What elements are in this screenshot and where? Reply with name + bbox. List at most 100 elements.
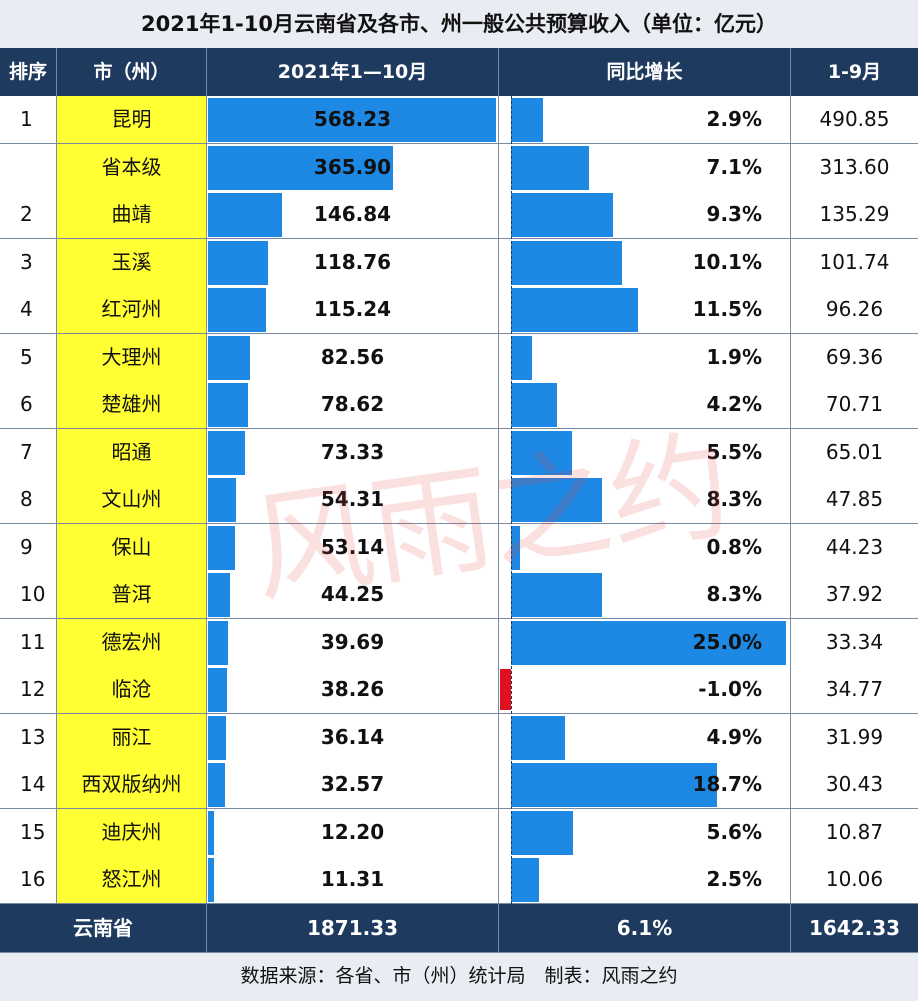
value-bar xyxy=(208,193,282,237)
city-cell: 曲靖 xyxy=(57,191,207,239)
yoy-label: 10.1% xyxy=(692,250,762,274)
yoy-bar xyxy=(511,146,589,190)
yoy-cell: -1.0% xyxy=(499,666,791,714)
yoy-cell: 5.6% xyxy=(499,809,791,857)
rank-cell: 4 xyxy=(0,286,57,334)
yoy-label: 8.3% xyxy=(706,582,762,606)
rank-cell: 16 xyxy=(0,856,57,904)
value-label: 32.57 xyxy=(320,772,385,796)
value-cell: 54.31 xyxy=(207,476,499,524)
prev-cell: 313.60 xyxy=(791,144,918,192)
rank-cell: 14 xyxy=(0,761,57,809)
value-bar xyxy=(208,431,245,475)
value-bar xyxy=(208,858,214,902)
value-bar xyxy=(208,811,214,855)
city-cell: 西双版纳州 xyxy=(57,761,207,809)
city-cell: 昭通 xyxy=(57,429,207,477)
city-cell: 省本级 xyxy=(57,144,207,192)
yoy-label: 18.7% xyxy=(692,772,762,796)
rank-cell: 13 xyxy=(0,714,57,762)
header-yoy: 同比增长 xyxy=(499,48,791,96)
yoy-bar xyxy=(511,716,565,760)
value-cell: 11.31 xyxy=(207,856,499,904)
yoy-cell: 4.9% xyxy=(499,714,791,762)
value-bar xyxy=(208,716,226,760)
rank-cell: 10 xyxy=(0,571,57,619)
value-cell: 365.90 xyxy=(207,144,499,192)
yoy-bar xyxy=(511,193,613,237)
yoy-bar xyxy=(511,621,786,665)
yoy-label: 5.5% xyxy=(706,440,762,464)
city-cell: 德宏州 xyxy=(57,619,207,667)
yoy-label: 4.9% xyxy=(706,725,762,749)
yoy-cell: 4.2% xyxy=(499,381,791,429)
city-cell: 红河州 xyxy=(57,286,207,334)
yoy-cell: 1.9% xyxy=(499,334,791,382)
prev-cell: 135.29 xyxy=(791,191,918,239)
yoy-bar xyxy=(511,288,638,332)
yoy-label: 2.9% xyxy=(706,107,762,131)
prev-cell: 37.92 xyxy=(791,571,918,619)
value-label: 146.84 xyxy=(313,202,392,226)
yoy-cell: 9.3% xyxy=(499,191,791,239)
value-bar xyxy=(208,241,268,285)
yoy-bar xyxy=(511,858,539,902)
yoy-bar xyxy=(511,526,520,570)
yoy-bar xyxy=(511,478,602,522)
header-value: 2021年1—10月 xyxy=(207,48,499,96)
value-bar xyxy=(208,763,225,807)
value-bar xyxy=(208,98,496,142)
yoy-label: 11.5% xyxy=(692,297,762,321)
value-label: 54.31 xyxy=(320,487,385,511)
yoy-label: -1.0% xyxy=(698,677,762,701)
yoy-bar-negative xyxy=(500,669,511,710)
yoy-label: 8.3% xyxy=(706,487,762,511)
yoy-bar xyxy=(511,763,717,807)
yoy-label: 4.2% xyxy=(706,392,762,416)
yoy-cell: 11.5% xyxy=(499,286,791,334)
yoy-cell: 2.9% xyxy=(499,96,791,144)
rank-cell: 11 xyxy=(0,619,57,667)
value-label: 73.33 xyxy=(320,440,385,464)
yoy-bar xyxy=(511,811,573,855)
value-label: 82.56 xyxy=(320,345,385,369)
yoy-cell: 10.1% xyxy=(499,239,791,287)
prev-cell: 10.87 xyxy=(791,809,918,857)
value-cell: 73.33 xyxy=(207,429,499,477)
prev-cell: 10.06 xyxy=(791,856,918,904)
city-cell: 丽江 xyxy=(57,714,207,762)
city-cell: 怒江州 xyxy=(57,856,207,904)
header-city: 市（州） xyxy=(57,48,207,96)
value-label: 115.24 xyxy=(313,297,392,321)
value-bar xyxy=(208,526,235,570)
rank-cell xyxy=(0,144,57,192)
yoy-cell: 5.5% xyxy=(499,429,791,477)
rank-cell: 8 xyxy=(0,476,57,524)
value-label: 78.62 xyxy=(320,392,385,416)
city-cell: 迪庆州 xyxy=(57,809,207,857)
prev-cell: 44.23 xyxy=(791,524,918,572)
city-cell: 大理州 xyxy=(57,334,207,382)
value-bar xyxy=(208,336,250,380)
value-label: 12.20 xyxy=(320,820,385,844)
prev-cell: 490.85 xyxy=(791,96,918,144)
total-prev: 1642.33 xyxy=(791,904,918,952)
yoy-label: 25.0% xyxy=(692,630,762,654)
prev-cell: 69.36 xyxy=(791,334,918,382)
rank-cell: 6 xyxy=(0,381,57,429)
value-bar xyxy=(208,383,248,427)
yoy-cell: 8.3% xyxy=(499,571,791,619)
source-note: 数据来源：各省、市（州）统计局 制表：风雨之约 xyxy=(0,952,918,1001)
prev-cell: 65.01 xyxy=(791,429,918,477)
page-title: 2021年1-10月云南省及各市、州一般公共预算收入（单位：亿元） xyxy=(0,0,918,49)
total-city: 云南省 xyxy=(0,904,207,952)
rank-cell: 2 xyxy=(0,191,57,239)
value-label: 118.76 xyxy=(313,250,392,274)
header-prev: 1-9月 xyxy=(791,48,918,96)
header-rank: 排序 xyxy=(0,48,57,96)
rank-cell: 5 xyxy=(0,334,57,382)
rank-cell: 1 xyxy=(0,96,57,144)
value-label: 365.90 xyxy=(313,155,392,179)
yoy-label: 0.8% xyxy=(706,535,762,559)
prev-cell: 31.99 xyxy=(791,714,918,762)
